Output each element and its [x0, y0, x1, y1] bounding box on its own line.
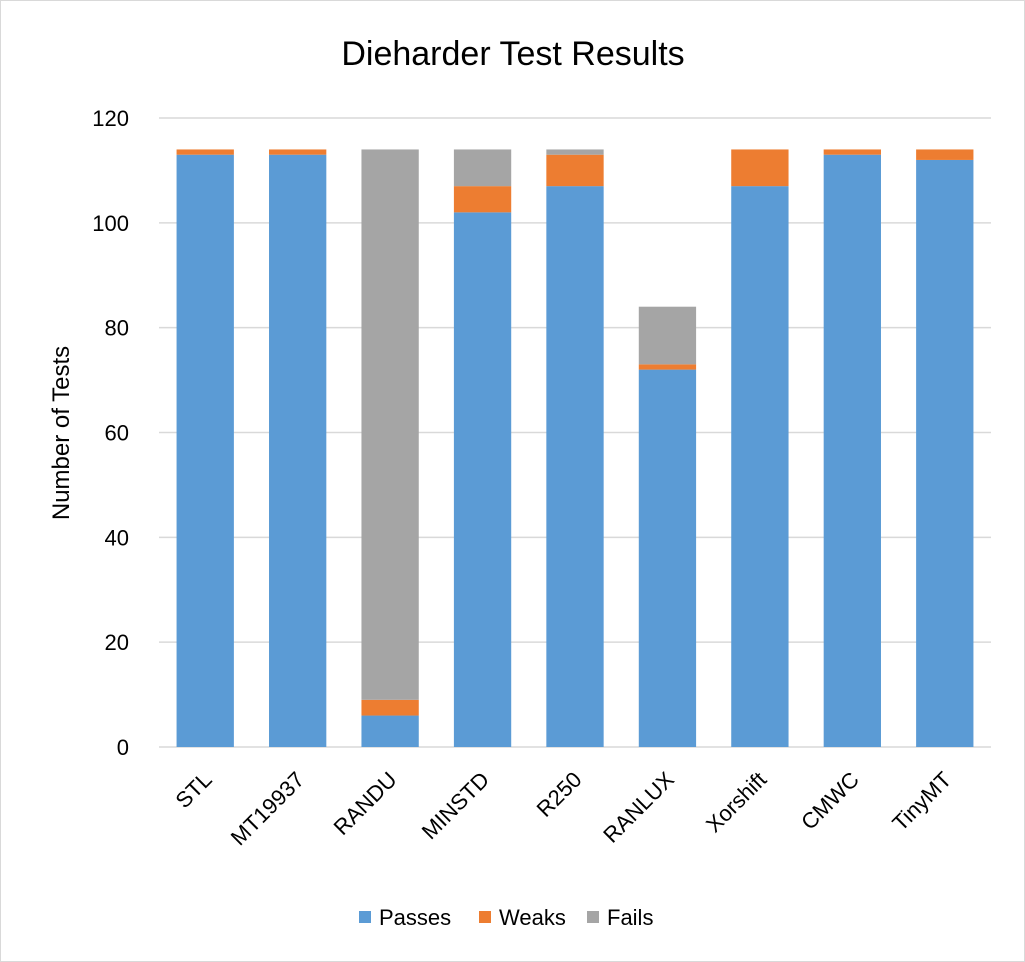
x-tick-label: MT19937 — [226, 767, 309, 850]
y-tick-label: 20 — [105, 630, 129, 655]
bar-weaks-randu — [361, 699, 419, 716]
bar-fails-ranlux — [638, 306, 697, 365]
bar-weaks-stl — [176, 149, 234, 155]
x-tick-labels: STL MT19937 RANDU MINSTD R250 RANLUX Xorshift C… — [171, 767, 957, 851]
bars — [176, 149, 974, 748]
bar-passes-randu — [361, 715, 419, 747]
x-tick-label: STL — [171, 767, 217, 813]
x-tick-label: TinyMT — [887, 767, 956, 836]
x-tick-label: RANLUX — [598, 767, 679, 848]
x-tick-label: R250 — [532, 767, 587, 822]
x-tick-label: CMWC — [796, 767, 864, 835]
bar-weaks-ranlux — [638, 364, 697, 370]
bar-weaks-mt19937 — [269, 149, 327, 155]
bar-passes-cmwc — [823, 154, 881, 748]
legend-swatch-passes — [359, 911, 371, 923]
bar-passes-mt19937 — [269, 154, 327, 748]
bar-passes-minstd — [453, 212, 512, 748]
y-tick-label: 0 — [117, 735, 129, 760]
x-tick-label: RANDU — [329, 767, 402, 840]
y-axis-label: Number of Tests — [48, 346, 75, 520]
legend: Passes Weaks Fails — [359, 905, 653, 930]
bar-passes-tinymt — [916, 159, 974, 747]
bar-weaks-cmwc — [823, 149, 881, 155]
legend-swatch-weaks — [479, 911, 491, 923]
y-tick-label: 60 — [105, 421, 129, 446]
bar-weaks-tinymt — [916, 149, 974, 160]
legend-label-weaks: Weaks — [499, 905, 566, 930]
y-tick-label: 40 — [105, 525, 129, 550]
legend-label-fails: Fails — [607, 905, 653, 930]
y-tick-labels: 0 20 40 60 80 100 120 — [92, 106, 129, 760]
bar-weaks-r250 — [546, 154, 604, 187]
bar-passes-xorshift — [731, 186, 789, 747]
bar-passes-stl — [176, 154, 234, 748]
y-tick-label: 100 — [92, 211, 129, 236]
bar-passes-ranlux — [638, 369, 697, 747]
bar-fails-r250 — [546, 149, 604, 155]
x-tick-label: Xorshift — [701, 767, 771, 837]
bar-fails-randu — [361, 149, 419, 700]
legend-swatch-fails — [587, 911, 599, 923]
x-tick-label: MINSTD — [417, 767, 494, 844]
bar-weaks-minstd — [453, 186, 512, 213]
chart-title: Dieharder Test Results — [341, 35, 684, 73]
bar-passes-r250 — [546, 186, 604, 747]
y-tick-label: 120 — [92, 106, 129, 131]
legend-label-passes: Passes — [379, 905, 451, 930]
bar-weaks-xorshift — [731, 149, 789, 187]
bar-fails-minstd — [453, 149, 512, 187]
y-tick-label: 80 — [105, 316, 129, 341]
